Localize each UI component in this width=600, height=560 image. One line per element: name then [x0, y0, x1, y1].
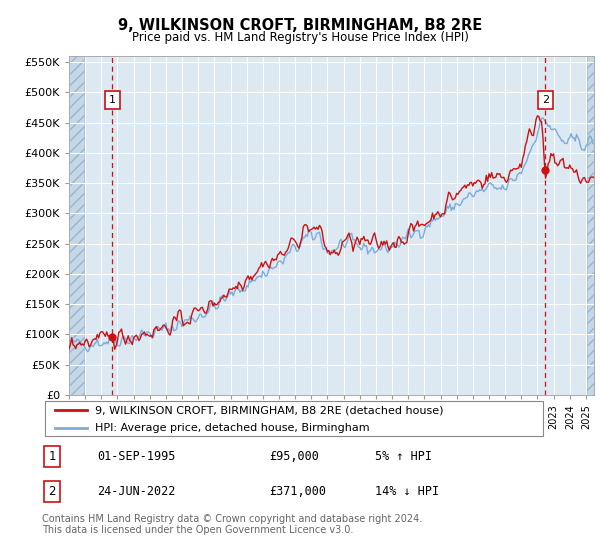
Text: 1: 1 [49, 450, 56, 463]
Text: 01-SEP-1995: 01-SEP-1995 [97, 450, 176, 463]
Text: 14% ↓ HPI: 14% ↓ HPI [374, 485, 439, 498]
Text: 5% ↑ HPI: 5% ↑ HPI [374, 450, 431, 463]
Text: 1: 1 [109, 95, 116, 105]
Text: Price paid vs. HM Land Registry's House Price Index (HPI): Price paid vs. HM Land Registry's House … [131, 31, 469, 44]
Text: 24-JUN-2022: 24-JUN-2022 [97, 485, 176, 498]
Bar [587, 56, 594, 395]
Text: 9, WILKINSON CROFT, BIRMINGHAM, B8 2RE: 9, WILKINSON CROFT, BIRMINGHAM, B8 2RE [118, 18, 482, 33]
FancyBboxPatch shape [44, 401, 544, 436]
Text: Contains HM Land Registry data © Crown copyright and database right 2024.
This d: Contains HM Land Registry data © Crown c… [42, 514, 422, 535]
Text: HPI: Average price, detached house, Birmingham: HPI: Average price, detached house, Birm… [95, 423, 370, 433]
Text: 2: 2 [49, 485, 56, 498]
Text: £95,000: £95,000 [269, 450, 319, 463]
Text: £371,000: £371,000 [269, 485, 326, 498]
Text: 2: 2 [542, 95, 549, 105]
Bar [69, 56, 84, 395]
Text: 9, WILKINSON CROFT, BIRMINGHAM, B8 2RE (detached house): 9, WILKINSON CROFT, BIRMINGHAM, B8 2RE (… [95, 405, 443, 415]
